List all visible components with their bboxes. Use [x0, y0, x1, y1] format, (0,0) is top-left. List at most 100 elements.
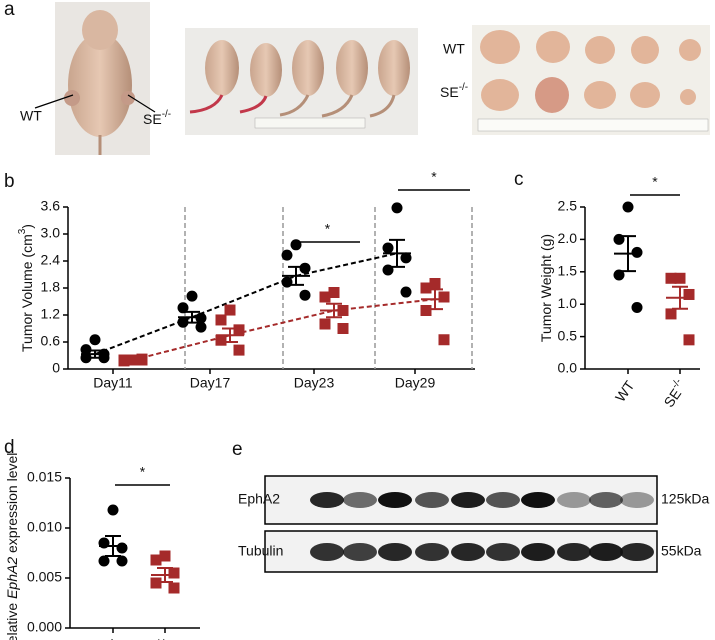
y-tick-label: 1.2: [41, 306, 61, 322]
dot: [116, 555, 128, 567]
tumors: [477, 30, 709, 132]
dot: [215, 314, 227, 326]
sem-bar: [288, 265, 304, 286]
dot: [80, 344, 92, 356]
dot: [159, 550, 171, 562]
pointer: [34, 94, 74, 109]
label: WT: [443, 41, 465, 57]
dot: [631, 301, 643, 313]
band: [620, 543, 654, 561]
significance-label: *: [652, 174, 658, 190]
y-tick-label: 0.6: [41, 333, 61, 349]
tumor: [64, 90, 80, 106]
mouse-head: [82, 10, 118, 50]
dot: [319, 318, 331, 330]
y-axis-label-part: Tumor Weight (g): [538, 234, 554, 342]
panel-letter: e: [232, 439, 243, 460]
dot: [299, 262, 311, 274]
y-tick-label: 3.0: [41, 225, 61, 241]
dot: [150, 554, 162, 566]
dot: [400, 286, 412, 298]
band: [620, 492, 654, 508]
dot: [622, 201, 634, 213]
y-tick-label: 0.0: [558, 360, 578, 376]
row-size: 125kDa: [661, 491, 709, 507]
x-tick-label: Day11: [93, 375, 133, 391]
tumor: [121, 91, 135, 105]
dot: [319, 291, 331, 303]
trend-line: [94, 252, 398, 356]
y-axis-label-part: expression level: [4, 453, 20, 557]
y-axis-label-part: ): [19, 224, 35, 229]
y-tick-label: 2.5: [558, 198, 578, 214]
y-axis-label-part: Relative: [4, 599, 20, 640]
dot: [150, 577, 162, 589]
y-axis-label: Tumor Weight (g): [538, 234, 554, 342]
panel-letter: a: [4, 0, 15, 20]
sem-bar: [672, 285, 688, 310]
mice: [189, 40, 410, 129]
y-axis-label-part: EphA2: [4, 557, 20, 599]
x-tick-label: SE-/-: [659, 376, 690, 409]
band: [310, 492, 344, 508]
band: [451, 543, 485, 561]
band: [310, 543, 344, 561]
x-tick-label: SE-/-: [144, 635, 175, 640]
dot: [224, 304, 236, 316]
dot: [328, 287, 340, 298]
label-base: SE: [143, 111, 162, 127]
y-tick-label: 0.5: [558, 327, 578, 343]
band: [378, 543, 412, 561]
dot: [420, 282, 432, 294]
row-size: 55kDa: [661, 543, 702, 559]
panel-letter: d: [4, 437, 15, 458]
band: [486, 543, 520, 561]
dot: [107, 504, 119, 516]
dot: [400, 252, 412, 264]
dot: [438, 334, 450, 346]
y-tick-label: 0.000: [27, 619, 62, 635]
pointer: [127, 94, 156, 113]
dot: [195, 321, 207, 333]
dot: [290, 239, 302, 251]
y-tick-label: 2.0: [558, 230, 578, 246]
band: [557, 492, 591, 508]
trend-line: [132, 298, 436, 361]
x-tick-label: WT: [97, 636, 123, 640]
dot: [116, 542, 128, 554]
y-tick-label: 0.010: [27, 519, 62, 535]
band: [343, 492, 377, 508]
mouse: [68, 33, 132, 137]
dot: [683, 334, 695, 346]
dot: [98, 555, 110, 567]
x-tick-label: Day23: [294, 375, 335, 391]
dot: [429, 278, 441, 289]
y-tick-label: 0.005: [27, 569, 62, 585]
dot: [391, 202, 403, 214]
label-sup: -/-: [162, 109, 171, 120]
dot: [233, 324, 245, 336]
label-sup: -/-: [459, 82, 468, 93]
band: [486, 492, 520, 508]
dot: [665, 308, 677, 320]
band: [557, 543, 591, 561]
dot: [674, 272, 686, 284]
dot: [382, 242, 394, 254]
sem-bar: [389, 238, 405, 268]
dot: [89, 334, 101, 346]
y-tick-label: 0.015: [27, 469, 62, 485]
y-axis-label: Tumor Volume (cm3): [17, 224, 35, 352]
y-tick-label: 0: [52, 360, 60, 376]
dot: [420, 305, 432, 316]
dot: [438, 291, 450, 303]
band: [451, 492, 485, 508]
row-label: Tubulin: [238, 543, 283, 559]
label: WT: [20, 108, 42, 124]
dot: [168, 582, 180, 594]
band: [589, 492, 623, 508]
band: [378, 492, 412, 508]
x-tick-label: Day17: [190, 375, 231, 391]
sem-bar: [620, 235, 636, 273]
band: [521, 492, 555, 508]
